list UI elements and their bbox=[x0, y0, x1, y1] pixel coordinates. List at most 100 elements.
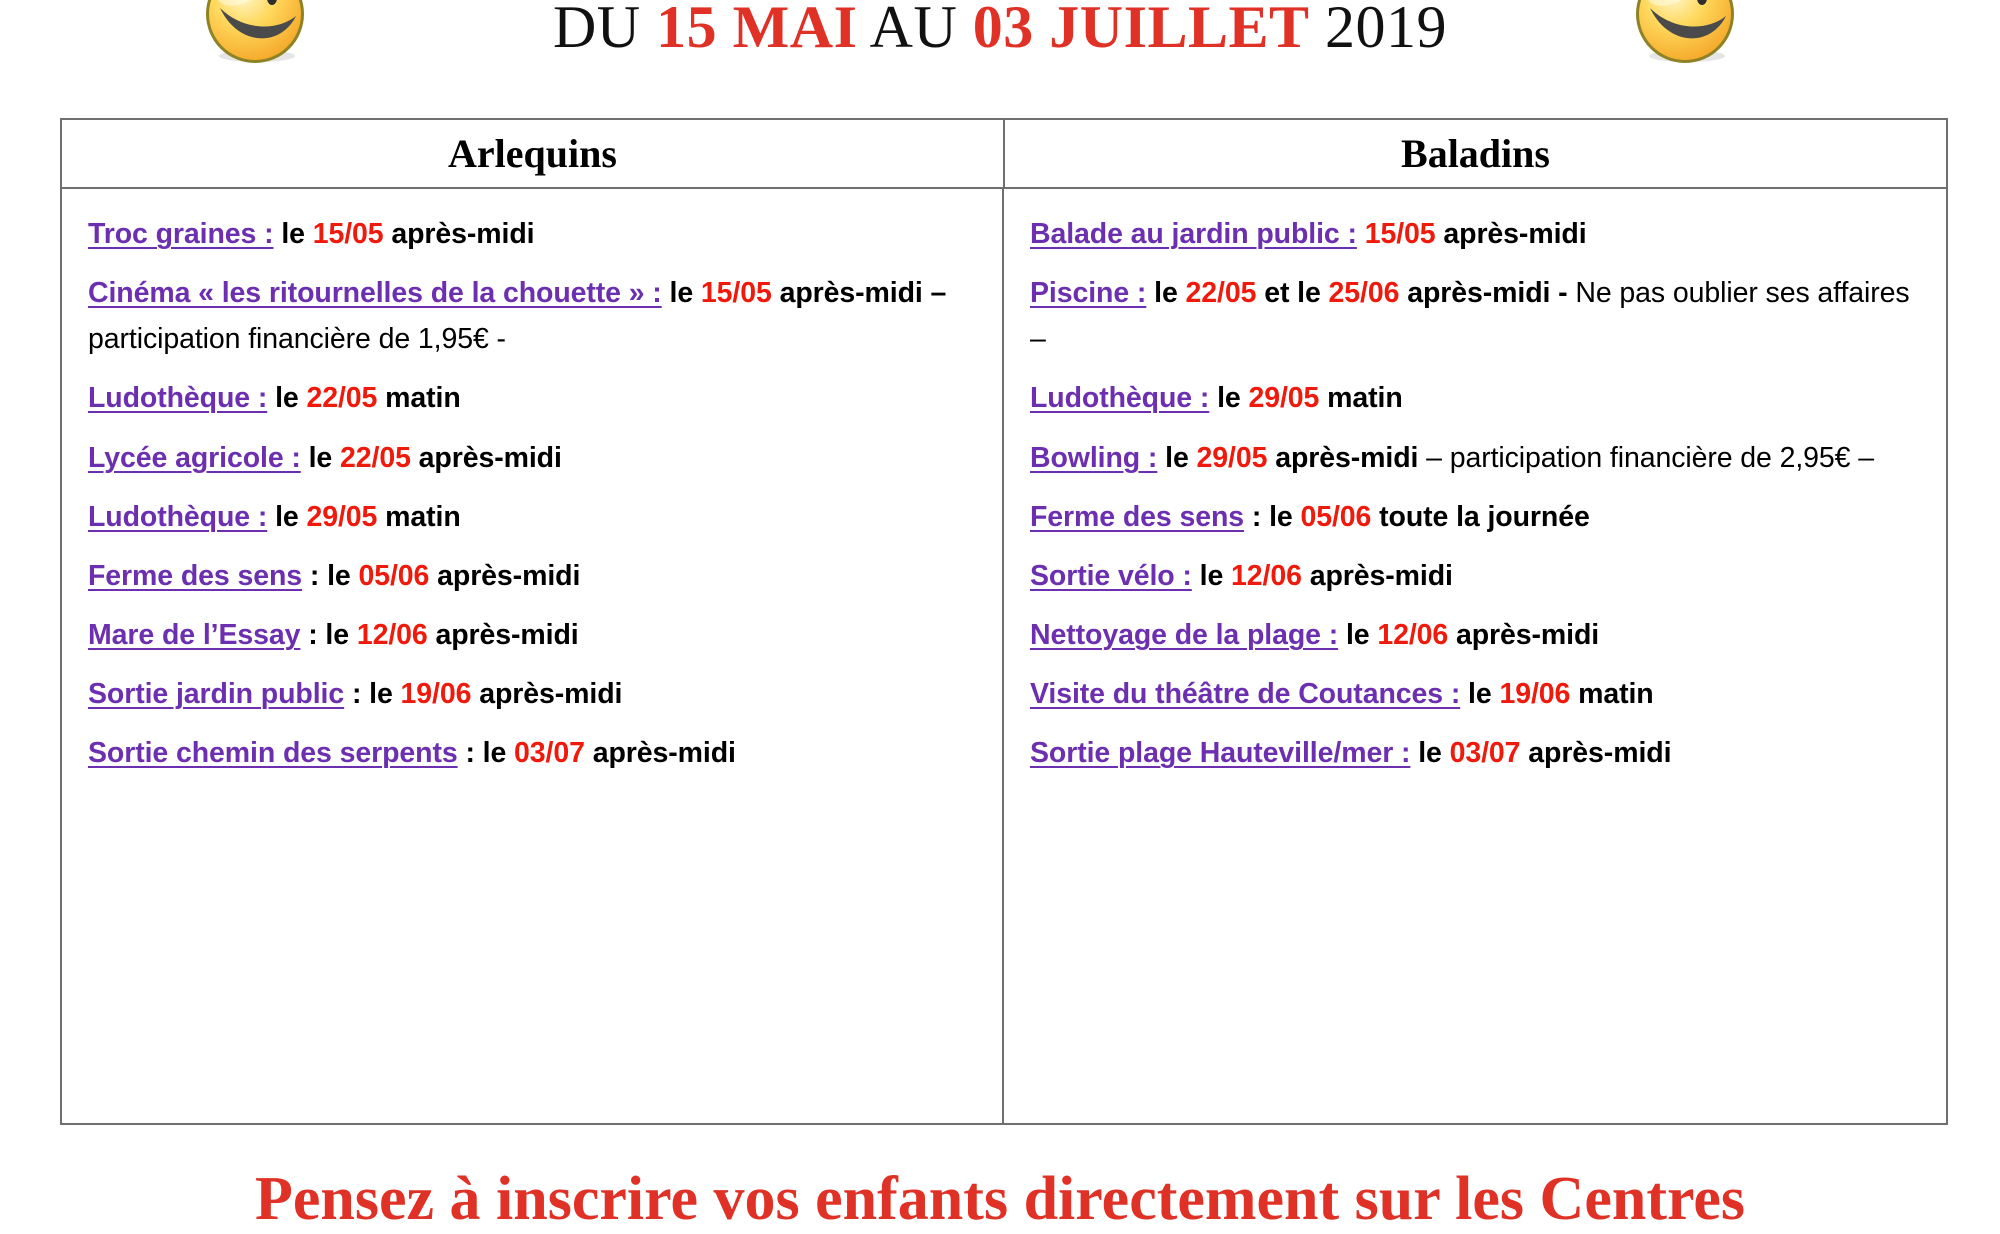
activity-label: Ferme des sens bbox=[1030, 500, 1245, 533]
title-part-3: 03 JUILLET bbox=[972, 0, 1310, 60]
activity-label: Ferme des sens bbox=[88, 559, 303, 592]
smiley-face-icon-left bbox=[200, 0, 310, 70]
activity-black-text: le bbox=[281, 218, 313, 250]
activity-date-text: 22/05 bbox=[306, 382, 378, 415]
activity-entry: Balade au jardin public : 15/05 après-mi… bbox=[1030, 211, 1920, 257]
activity-black-text: le bbox=[369, 678, 401, 711]
activity-black-text: après-midi - bbox=[1399, 277, 1576, 310]
activity-label: Troc graines : bbox=[88, 218, 274, 250]
activity-black-text: après-midi bbox=[410, 441, 562, 474]
activity-black-text: et le bbox=[1256, 277, 1329, 310]
activity-black-text: le bbox=[327, 559, 359, 592]
activity-black-text: matin bbox=[1319, 382, 1403, 415]
activity-black-text: le bbox=[325, 619, 357, 652]
activity-date-text: 03/07 bbox=[1449, 737, 1521, 770]
table-header-row: Arlequins Baladins bbox=[62, 120, 1946, 189]
activity-black-text: le bbox=[1468, 678, 1500, 711]
activity-label: Sortie jardin public bbox=[88, 678, 345, 711]
column-header-arlequins: Arlequins bbox=[62, 120, 1005, 187]
activity-entry: Ferme des sens : le 05/06 toute la journ… bbox=[1030, 494, 1920, 540]
activity-black-text: après-midi bbox=[427, 619, 579, 652]
activity-date-text: 19/06 bbox=[1499, 678, 1571, 711]
activity-date-text: 12/06 bbox=[356, 619, 428, 652]
activity-black-text: le bbox=[1154, 277, 1186, 310]
activity-black-text: matin bbox=[1570, 678, 1654, 711]
activity-note-text: – participation financière de 2,95€ – bbox=[1426, 441, 1875, 474]
activity-black-text: le bbox=[1217, 382, 1249, 415]
activity-label: Cinéma « les ritournelles de la chouette… bbox=[88, 277, 662, 310]
activity-label: Visite du théâtre de Coutances : bbox=[1030, 678, 1461, 711]
title-part-2: AU bbox=[857, 0, 973, 60]
activity-label: Lycée agricole : bbox=[88, 441, 301, 474]
activities-table: Arlequins Baladins Troc graines : le 15/… bbox=[60, 118, 1948, 1125]
activity-label: Sortie plage Hauteville/mer : bbox=[1030, 737, 1411, 770]
activity-black-text: après-midi – bbox=[771, 277, 947, 310]
activity-entry: Bowling : le 29/05 après-midi – particip… bbox=[1030, 435, 1920, 481]
activity-entry: Ludothèque : le 29/05 matin bbox=[1030, 375, 1920, 421]
activity-label: Piscine : bbox=[1030, 277, 1147, 310]
activity-black-text: le bbox=[1199, 559, 1232, 592]
activity-date-text: 05/06 bbox=[358, 559, 430, 592]
activity-entry: Sortie jardin public : le 19/06 après-mi… bbox=[88, 671, 976, 717]
activity-entry: Mare de l’Essay : le 12/06 après-midi bbox=[88, 612, 976, 658]
activity-black-text: après-midi bbox=[1267, 441, 1427, 474]
column-baladins: Balade au jardin public : 15/05 après-mi… bbox=[1004, 189, 1946, 1123]
activity-entry: Troc graines : le 15/05 après-midi bbox=[88, 211, 976, 257]
activity-date-text: 29/05 bbox=[306, 500, 378, 533]
activity-black-text: après-midi bbox=[1448, 619, 1600, 652]
activity-black-text: après-midi bbox=[429, 559, 581, 592]
smiley-face-icon-right bbox=[1630, 0, 1740, 70]
activity-black-text: après-midi bbox=[471, 678, 623, 711]
title-part-4: 2019 bbox=[1309, 0, 1448, 60]
title-part-0: DU bbox=[552, 0, 657, 60]
activity-date-text: 05/06 bbox=[1300, 500, 1372, 533]
activity-date-text: 03/07 bbox=[514, 737, 585, 770]
activity-entry: Sortie vélo : le 12/06 après-midi bbox=[1030, 553, 1920, 599]
activity-black-text: le bbox=[1418, 737, 1450, 770]
activity-date-text: 22/05 bbox=[1185, 277, 1257, 310]
activity-label: Sortie vélo : bbox=[1030, 559, 1192, 592]
activity-black-text: après-midi bbox=[1520, 737, 1672, 770]
page-title: DU 15 MAI AU 03 JUILLET 2019 bbox=[0, 0, 2000, 66]
table-body: Troc graines : le 15/05 après-midi Cinéma… bbox=[62, 189, 1946, 1123]
activity-black-text: après-midi bbox=[1435, 218, 1587, 250]
activity-entry: Sortie plage Hauteville/mer : le 03/07 a… bbox=[1030, 730, 1920, 776]
activity-separator: : bbox=[457, 737, 483, 770]
activity-black-text: le bbox=[1165, 441, 1197, 474]
activity-label: Ludothèque : bbox=[88, 500, 268, 533]
activity-black-text: le bbox=[275, 500, 307, 533]
activity-date-text: 12/06 bbox=[1377, 619, 1449, 652]
activity-black-text: après-midi bbox=[584, 737, 736, 770]
activity-entry: Lycée agricole : le 22/05 après-midi bbox=[88, 435, 976, 481]
activity-separator: : bbox=[302, 559, 328, 592]
column-arlequins: Troc graines : le 15/05 après-midi Cinéma… bbox=[62, 189, 1004, 1123]
activity-date-text: 15/05 bbox=[700, 277, 772, 310]
activity-entry: Ludothèque : le 29/05 matin bbox=[88, 494, 976, 540]
activity-black-text: le bbox=[1345, 619, 1378, 652]
activity-note-text: Ne pas oublier ses affaires – bbox=[1030, 277, 1910, 356]
activity-separator: : bbox=[300, 619, 326, 652]
activity-black-text: le bbox=[482, 737, 515, 770]
activity-black-text: le bbox=[1269, 500, 1301, 533]
activity-black-text: toute la journée bbox=[1371, 500, 1590, 533]
activity-black-text: après-midi bbox=[383, 218, 535, 250]
activity-date-text: 29/05 bbox=[1196, 441, 1268, 474]
activity-black-text: matin bbox=[377, 382, 461, 415]
activity-date-text: 25/06 bbox=[1328, 277, 1400, 310]
activity-date-text: 15/05 bbox=[1364, 218, 1436, 250]
activity-label: Mare de l’Essay bbox=[88, 619, 301, 652]
activity-entry: Sortie chemin des serpents : le 03/07 ap… bbox=[88, 730, 976, 776]
activity-entry: Ludothèque : le 22/05 matin bbox=[88, 375, 976, 421]
activity-entry: Cinéma « les ritournelles de la chouette… bbox=[88, 270, 976, 362]
activity-entry: Ferme des sens : le 05/06 après-midi bbox=[88, 553, 976, 599]
activity-separator: : bbox=[1244, 500, 1270, 533]
activity-label: Balade au jardin public : bbox=[1030, 218, 1357, 250]
activity-label: Sortie chemin des serpents bbox=[88, 737, 458, 770]
activity-entry: Visite du théâtre de Coutances : le 19/0… bbox=[1030, 671, 1920, 717]
column-header-baladins: Baladins bbox=[1401, 131, 1550, 176]
activity-label: Nettoyage de la plage : bbox=[1030, 619, 1339, 652]
title-part-1: 15 MAI bbox=[656, 0, 858, 60]
activity-date-text: 22/05 bbox=[340, 441, 411, 474]
activity-date-text: 15/05 bbox=[312, 218, 384, 250]
activity-entry: Nettoyage de la plage : le 12/06 après-m… bbox=[1030, 612, 1920, 658]
